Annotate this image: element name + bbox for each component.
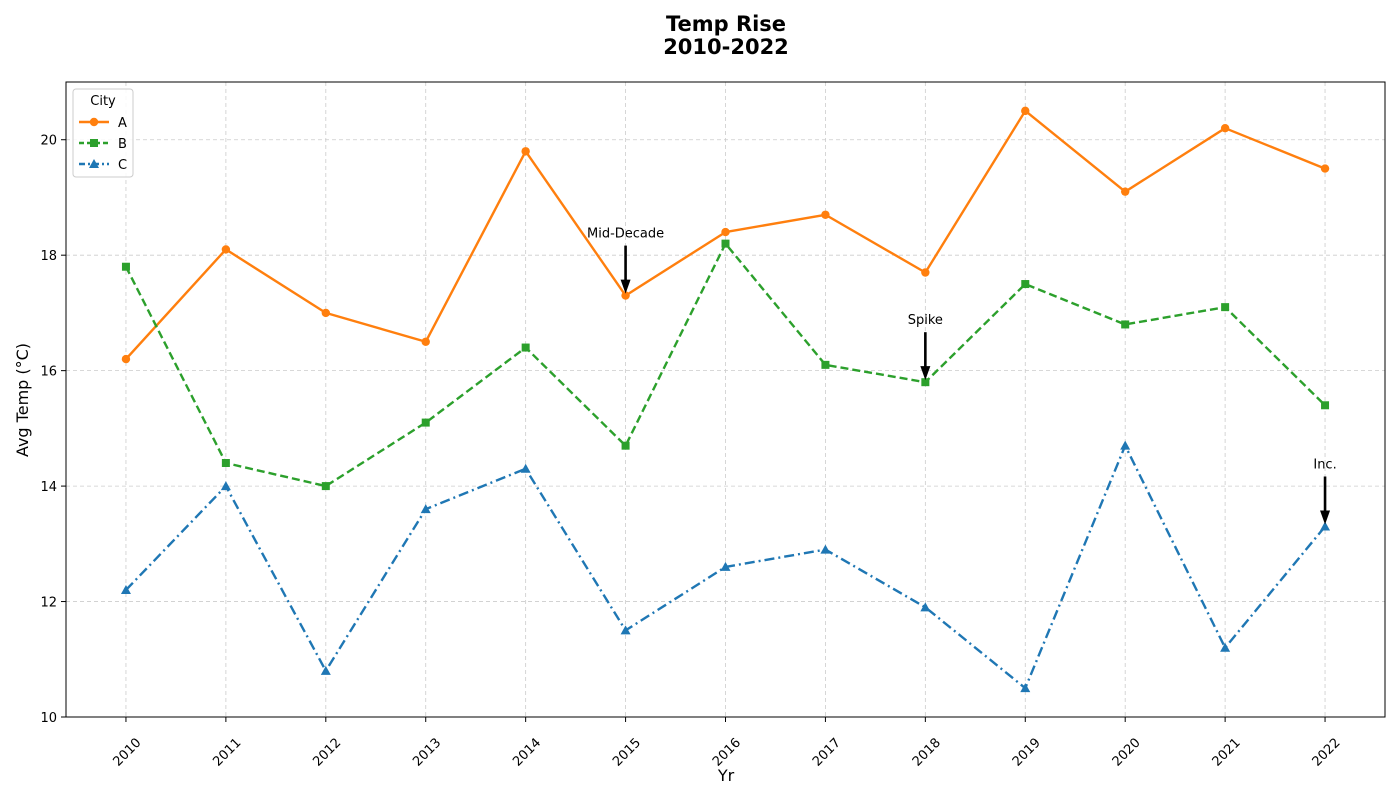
legend-item-A: A xyxy=(79,116,127,131)
legend-item-C: C xyxy=(79,158,127,173)
data-point-A xyxy=(1320,164,1330,173)
chart-title-line-2: 2010-2022 xyxy=(663,35,789,59)
annotation: Spike xyxy=(908,313,943,381)
series-B xyxy=(121,239,1330,491)
data-point-C xyxy=(820,544,831,554)
data-point-C xyxy=(1120,440,1131,450)
series-layer xyxy=(120,106,1331,693)
data-point-B xyxy=(221,459,230,467)
y-tick-label: 16 xyxy=(40,365,57,380)
x-tick-label: 2022 xyxy=(1310,736,1344,770)
data-point-C xyxy=(1020,683,1031,693)
data-point-A xyxy=(1220,123,1230,133)
legend-item-B: B xyxy=(79,137,127,152)
x-tick-label: 2014 xyxy=(510,736,544,770)
data-point-B xyxy=(1121,320,1130,329)
x-tick-label: 2018 xyxy=(910,736,944,770)
x-tick-label: 2011 xyxy=(210,736,244,770)
annotation-label: Mid-Decade xyxy=(587,227,664,242)
y-tick-label: 14 xyxy=(40,480,57,495)
x-tick-label: 2015 xyxy=(610,736,644,770)
data-point-B xyxy=(721,239,730,248)
data-point-B xyxy=(521,343,530,352)
legend-title: City xyxy=(90,94,116,109)
data-point-A xyxy=(121,354,131,364)
data-point-B xyxy=(1021,280,1030,289)
data-point-B xyxy=(121,262,130,271)
axes-layer: 2010 2011 2012 2013 2014 2015 2016 2017 2018 2019… xyxy=(40,81,1386,770)
annotation-arrow-head xyxy=(920,366,931,381)
y-tick-label: 18 xyxy=(40,249,57,264)
data-point-A xyxy=(621,291,630,300)
data-point-C xyxy=(320,665,331,675)
x-tick-label: 2017 xyxy=(810,736,844,770)
data-point-C xyxy=(420,504,431,514)
legend-marker xyxy=(89,159,99,168)
series-A xyxy=(121,106,1330,364)
data-point-A xyxy=(521,147,530,156)
data-point-A xyxy=(921,268,930,277)
annotation-arrow-head xyxy=(1320,510,1331,525)
x-tick-label: 2013 xyxy=(410,736,444,770)
annotation-label: Spike xyxy=(908,313,943,328)
data-point-B xyxy=(1321,401,1330,410)
annotation-layer: Mid-Decade Spike Inc. xyxy=(587,227,1337,525)
data-point-C xyxy=(720,561,731,571)
data-point-B xyxy=(421,418,430,427)
grid xyxy=(66,82,1385,718)
x-tick-label: 2016 xyxy=(710,736,744,770)
data-point-B xyxy=(321,482,330,491)
y-tick-label: 12 xyxy=(40,596,57,611)
annotation-arrow-head xyxy=(620,279,631,294)
annotation: Inc. xyxy=(1313,458,1337,525)
data-point-C xyxy=(920,602,931,612)
y-tick-label: 10 xyxy=(40,711,57,726)
annotation: Mid-Decade xyxy=(587,227,664,294)
data-point-B xyxy=(821,360,830,369)
x-axis-label: Yr xyxy=(717,766,735,785)
data-point-A xyxy=(1021,106,1030,116)
data-point-C xyxy=(220,481,231,491)
series-C xyxy=(120,440,1331,693)
data-point-B xyxy=(921,378,930,387)
data-point-C xyxy=(1320,521,1331,531)
data-point-B xyxy=(1221,303,1230,312)
data-point-A xyxy=(821,210,830,219)
y-tick-label: 20 xyxy=(40,134,57,149)
legend-label: C xyxy=(118,158,127,173)
legend-box xyxy=(72,88,134,178)
x-tick-label: 2012 xyxy=(310,736,344,770)
data-point-A xyxy=(221,245,231,254)
data-point-A xyxy=(1120,187,1130,196)
data-point-C xyxy=(620,625,631,635)
legend-label: A xyxy=(118,116,127,131)
data-point-B xyxy=(621,441,630,450)
data-point-C xyxy=(520,463,531,473)
chart-title-line-1: Temp Rise xyxy=(666,12,786,36)
x-tick-label: 2020 xyxy=(1110,736,1144,770)
x-tick-label: 2010 xyxy=(110,736,144,770)
annotation-label: Inc. xyxy=(1313,458,1336,473)
data-point-A xyxy=(721,227,730,237)
data-point-C xyxy=(120,585,131,594)
x-tick-label: 2019 xyxy=(1010,736,1044,770)
legend-marker xyxy=(90,139,98,147)
data-point-A xyxy=(321,308,331,318)
data-point-A xyxy=(421,337,430,346)
legend-label: B xyxy=(118,137,127,152)
data-point-C xyxy=(1220,642,1231,652)
legend-marker xyxy=(89,117,99,127)
y-axis-label: Avg Temp (°C) xyxy=(13,343,32,457)
x-tick-label: 2021 xyxy=(1210,736,1244,770)
